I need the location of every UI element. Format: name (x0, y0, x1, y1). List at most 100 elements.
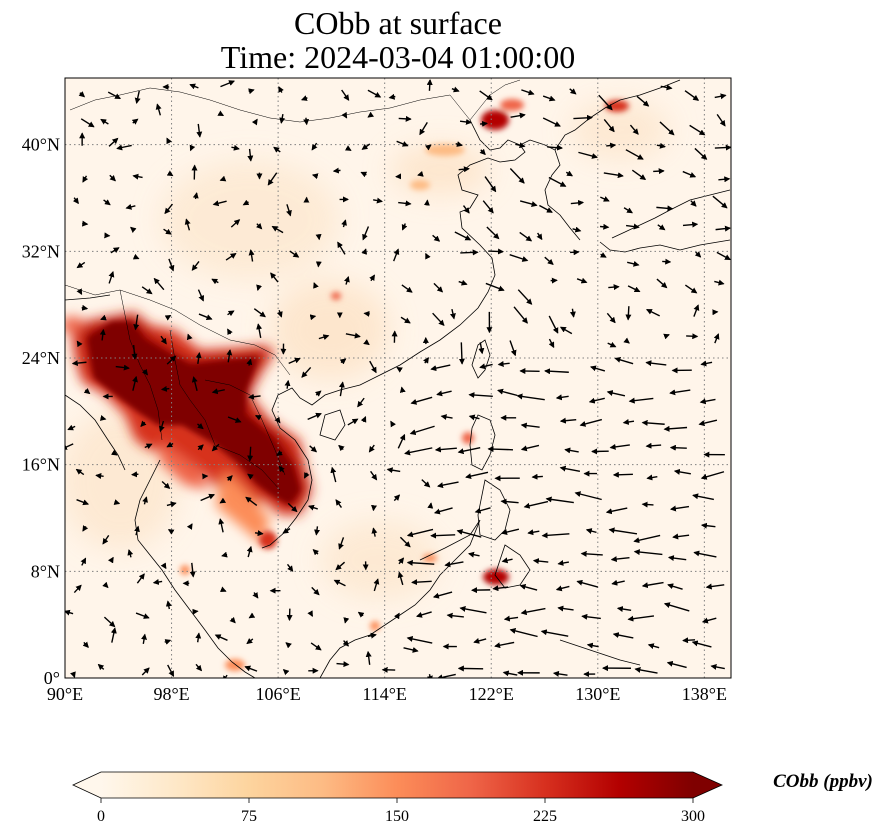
wind-arrow (189, 562, 196, 578)
wind-arrow (168, 258, 175, 272)
wind-arrow (246, 638, 254, 645)
wind-arrow (425, 252, 431, 260)
wind-arrow (303, 117, 310, 126)
wind-arrow (110, 247, 120, 254)
wind-arrow (612, 632, 634, 639)
colorbar-ticks: 0 75 150 225 300 (97, 798, 705, 825)
wind-arrow (314, 390, 322, 397)
wind-arrow (248, 612, 256, 619)
wind-arrow (547, 144, 563, 151)
wind-arrow (195, 663, 203, 672)
lat-tick-label: 32°N (22, 241, 60, 261)
wind-arrow (500, 498, 519, 505)
wind-arrow (459, 118, 472, 125)
colorbar-tick-label: 150 (385, 808, 409, 825)
wind-arrow (669, 389, 691, 396)
wind-arrow (519, 584, 538, 591)
wind-arrow (397, 571, 404, 586)
wind-arrow (217, 110, 225, 117)
wind-arrow (656, 205, 674, 212)
wind-arrow (692, 493, 714, 501)
wind-arrow (694, 147, 708, 160)
wind-arrow (83, 388, 91, 395)
wind-arrow (247, 148, 254, 162)
wind-arrow (285, 642, 292, 649)
co-hotspots (180, 99, 629, 671)
wind-arrow (398, 200, 412, 207)
wind-arrow (312, 549, 320, 556)
lon-tick-label: 90°E (47, 684, 83, 704)
wind-arrow (100, 314, 107, 321)
wind-arrow (198, 313, 213, 321)
wind-arrow (125, 203, 136, 210)
wind-arrow (163, 228, 172, 235)
wind-arrow (608, 527, 638, 535)
wind-arrow (251, 118, 258, 126)
wind-arrow (369, 360, 377, 374)
wind-arrow (142, 496, 148, 505)
wind-arrow (457, 446, 481, 455)
wind-arrow (588, 397, 605, 404)
wind-arrow (456, 529, 482, 538)
wind-arrow (113, 499, 121, 505)
wind-arrow (555, 585, 570, 592)
wind-arrow (361, 248, 368, 255)
wind-arrow (625, 149, 644, 160)
wind-arrow (367, 111, 375, 118)
wind-arrow (103, 199, 111, 206)
wind-arrow (446, 612, 464, 619)
wind-arrow (691, 640, 712, 648)
wind-arrow (603, 172, 624, 179)
wind-arrow (460, 249, 479, 256)
wind-arrow (645, 442, 662, 449)
wind-arrow (625, 223, 640, 230)
wind-arrow (570, 249, 580, 256)
wind-arrow (608, 284, 620, 291)
wind-arrow (479, 148, 486, 156)
wind-arrow (196, 123, 203, 138)
wind-arrow (166, 170, 174, 177)
title-line-2: Time: 2024-03-04 01:00:00 (220, 39, 576, 75)
wind-arrow (667, 583, 683, 590)
wind-arrow (211, 443, 220, 452)
wind-arrow (559, 326, 573, 335)
wind-arrow (406, 636, 433, 644)
gridlines (65, 78, 731, 678)
wind-arrow (311, 142, 318, 151)
co-haze-layer (65, 100, 670, 600)
wind-arrow (276, 450, 283, 456)
lon-tick-label: 106°E (256, 684, 301, 704)
wind-arrow (362, 226, 370, 241)
wind-arrow (623, 207, 633, 214)
wind-arrow (669, 444, 687, 451)
wind-arrow (531, 473, 543, 480)
wind-arrow (338, 444, 345, 452)
wind-arrow (73, 584, 82, 594)
wind-arrow (82, 220, 89, 227)
wind-arrow (430, 364, 451, 372)
wind-arrow (653, 168, 665, 175)
wind-arrow (569, 88, 577, 95)
wind-arrow (333, 579, 346, 587)
wind-arrow (468, 551, 480, 558)
wind-arrow (318, 334, 330, 341)
wind-arrow (136, 573, 145, 584)
wind-arrow (406, 559, 435, 566)
wind-arrow (548, 176, 567, 187)
wind-arrow (256, 284, 263, 292)
wind-arrow (458, 166, 470, 173)
wind-arrow (458, 342, 465, 365)
wind-arrow (310, 642, 322, 651)
wind-arrow (288, 357, 301, 365)
wind-arrow (492, 585, 509, 592)
wind-arrow (95, 472, 104, 479)
wind-arrow (332, 167, 341, 174)
wind-arrow (100, 118, 109, 125)
lon-tick-label: 114°E (362, 684, 407, 704)
wind-arrow (131, 344, 138, 360)
wind-arrow (160, 385, 170, 392)
wind-arrow (164, 639, 172, 645)
wind-arrow (270, 272, 279, 283)
wind-arrow (301, 366, 312, 378)
wind-arrow (284, 379, 291, 389)
